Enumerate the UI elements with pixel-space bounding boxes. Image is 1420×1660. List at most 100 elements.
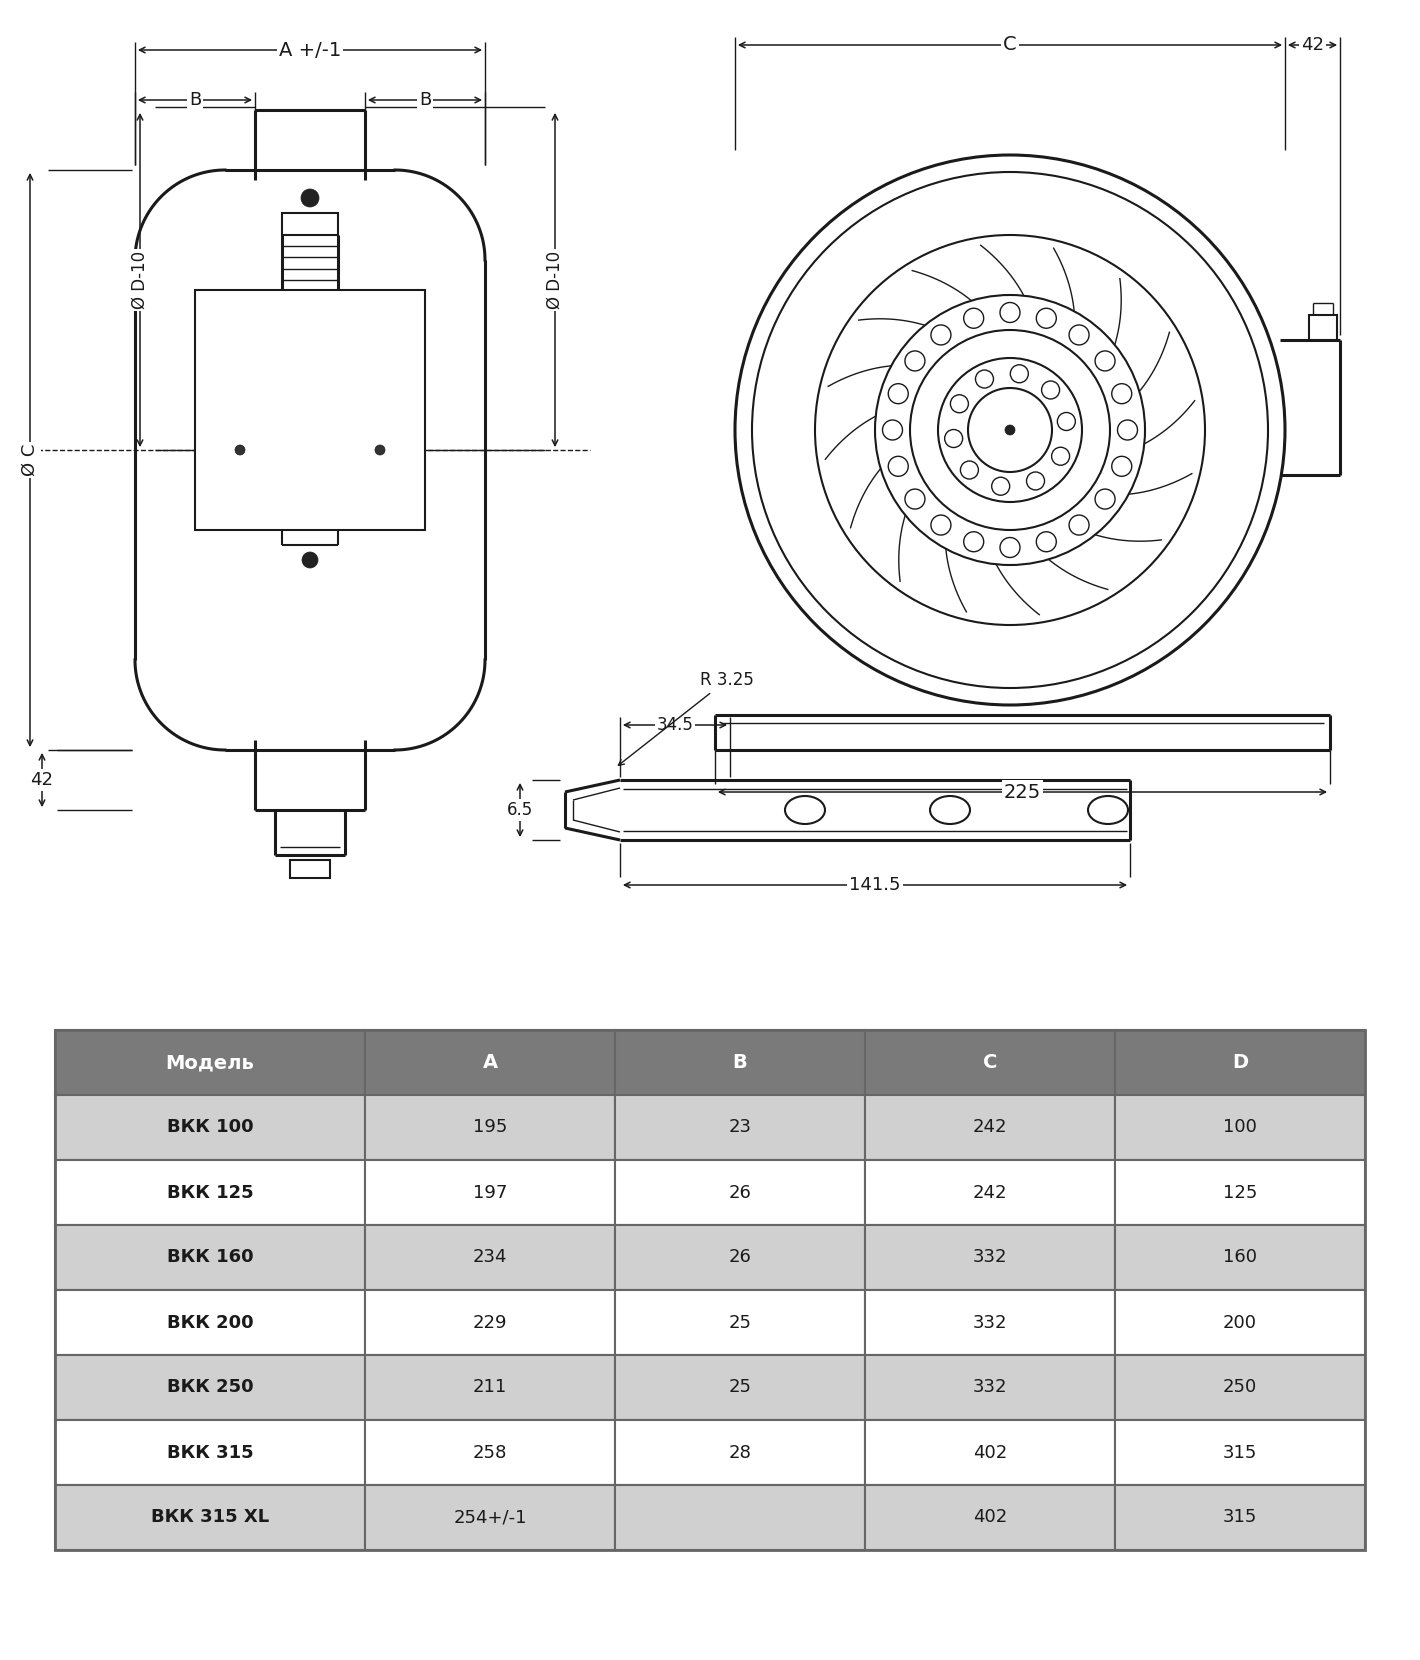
Bar (865, 1486, 1115, 1550)
Text: Ø D-10: Ø D-10 (131, 251, 149, 309)
Text: 25: 25 (728, 1313, 751, 1331)
Bar (1115, 1290, 1365, 1355)
Ellipse shape (930, 797, 970, 823)
Text: ВКК 250: ВКК 250 (166, 1378, 253, 1396)
Bar (55, 1419, 365, 1486)
Circle shape (939, 359, 1082, 501)
Circle shape (950, 395, 968, 413)
Text: 315: 315 (1223, 1444, 1257, 1461)
Bar (1115, 1225, 1365, 1290)
Text: ВКК 125: ВКК 125 (166, 1184, 253, 1202)
Text: C: C (983, 1052, 997, 1072)
Text: 332: 332 (973, 1378, 1007, 1396)
Bar (615, 1419, 865, 1486)
Circle shape (1069, 325, 1089, 345)
Text: ВКК 315: ВКК 315 (166, 1444, 253, 1461)
Bar (55, 1029, 365, 1096)
Text: 6.5: 6.5 (507, 802, 532, 818)
Text: 402: 402 (973, 1509, 1007, 1527)
Text: 197: 197 (473, 1184, 507, 1202)
Bar (290, 860, 329, 878)
Bar (365, 1225, 615, 1290)
Circle shape (976, 370, 994, 388)
Text: 34.5: 34.5 (656, 715, 693, 734)
Bar (55, 1225, 365, 1290)
Circle shape (1005, 425, 1015, 435)
Circle shape (932, 325, 951, 345)
Text: 402: 402 (973, 1444, 1007, 1461)
Text: 315: 315 (1223, 1509, 1257, 1527)
Circle shape (968, 388, 1052, 471)
Circle shape (736, 154, 1285, 705)
Circle shape (302, 553, 318, 568)
Bar (1115, 1096, 1365, 1160)
Circle shape (905, 350, 924, 370)
Bar (1115, 1486, 1365, 1550)
Bar (55, 1290, 365, 1355)
Text: ВКК 200: ВКК 200 (166, 1313, 253, 1331)
Text: 242: 242 (973, 1184, 1007, 1202)
Circle shape (1010, 365, 1028, 383)
Circle shape (1037, 309, 1056, 329)
Text: 225: 225 (1004, 782, 1041, 802)
Bar (1115, 1029, 1365, 1096)
Bar (865, 1029, 1115, 1096)
Bar (1115, 1355, 1365, 1419)
Bar (615, 1290, 865, 1355)
Bar (365, 1096, 615, 1160)
Text: Модель: Модель (166, 1052, 254, 1072)
Text: Ø D-10: Ø D-10 (547, 251, 564, 309)
Circle shape (1052, 447, 1069, 465)
Text: 332: 332 (973, 1248, 1007, 1267)
Text: 125: 125 (1223, 1184, 1257, 1202)
Circle shape (234, 445, 246, 455)
Text: 25: 25 (728, 1378, 751, 1396)
Bar (865, 1096, 1115, 1160)
Bar (615, 1225, 865, 1290)
Bar (1115, 1160, 1365, 1225)
Text: 258: 258 (473, 1444, 507, 1461)
Text: 42: 42 (30, 770, 54, 788)
Bar (615, 1096, 865, 1160)
Ellipse shape (1088, 797, 1127, 823)
Text: 100: 100 (1223, 1119, 1257, 1137)
Ellipse shape (785, 797, 825, 823)
Circle shape (301, 189, 320, 208)
Circle shape (1112, 383, 1132, 403)
Circle shape (1058, 412, 1075, 430)
Bar (55, 1355, 365, 1419)
Bar (865, 1225, 1115, 1290)
Text: 160: 160 (1223, 1248, 1257, 1267)
Circle shape (875, 295, 1145, 564)
Text: D: D (1233, 1052, 1248, 1072)
Bar (365, 1160, 615, 1225)
Bar (55, 1096, 365, 1160)
Bar (55, 1160, 365, 1225)
Circle shape (910, 330, 1110, 530)
Text: 250: 250 (1223, 1378, 1257, 1396)
Text: 332: 332 (973, 1313, 1007, 1331)
Circle shape (815, 236, 1206, 626)
Circle shape (1037, 531, 1056, 551)
Text: ВКК 160: ВКК 160 (166, 1248, 253, 1267)
Text: 42: 42 (1301, 37, 1323, 55)
Circle shape (1095, 490, 1115, 510)
Text: 26: 26 (728, 1184, 751, 1202)
Bar (615, 1486, 865, 1550)
Text: 229: 229 (473, 1313, 507, 1331)
Circle shape (964, 309, 984, 329)
Circle shape (1095, 350, 1115, 370)
Bar (283, 212, 338, 236)
Circle shape (1112, 457, 1132, 476)
Text: A: A (483, 1052, 497, 1072)
Bar (365, 1486, 615, 1550)
Bar (865, 1290, 1115, 1355)
Text: 28: 28 (728, 1444, 751, 1461)
Circle shape (1069, 515, 1089, 535)
Text: Ø C: Ø C (21, 443, 38, 476)
Text: B: B (419, 91, 432, 110)
Text: 23: 23 (728, 1119, 751, 1137)
Circle shape (1000, 302, 1020, 322)
Bar (365, 1290, 615, 1355)
Text: B: B (733, 1052, 747, 1072)
